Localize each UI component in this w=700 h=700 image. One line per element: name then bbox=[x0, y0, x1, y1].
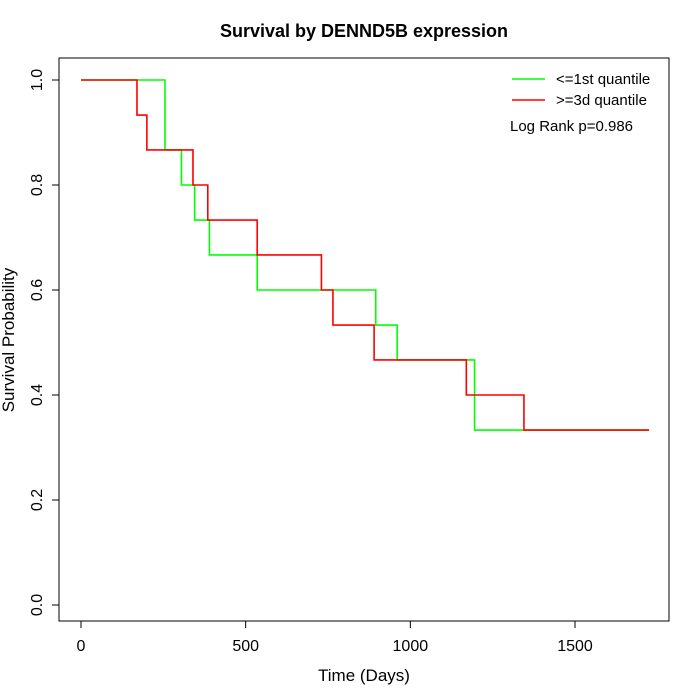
y-tick-label: 0.4 bbox=[29, 384, 46, 406]
chart-title: Survival by DENND5B expression bbox=[220, 21, 508, 41]
series-layer bbox=[81, 79, 650, 431]
x-axis: 0 500 1000 1500 bbox=[77, 620, 593, 655]
x-tick-label: 1500 bbox=[557, 638, 593, 655]
plot-frame bbox=[58, 57, 670, 622]
y-axis-label: Survival Probability bbox=[0, 267, 18, 412]
series-high-quantile-line bbox=[81, 79, 650, 431]
x-tick-label: 500 bbox=[232, 638, 259, 655]
legend-label-high: >=3d quantile bbox=[556, 92, 647, 109]
x-tick-label: 1000 bbox=[393, 638, 429, 655]
y-tick-label: 0.2 bbox=[29, 489, 46, 511]
y-tick-label: 0.8 bbox=[29, 174, 46, 196]
y-tick-label: 0.6 bbox=[29, 279, 46, 301]
y-tick-label: 0.0 bbox=[29, 594, 46, 616]
legend-label-low: <=1st quantile bbox=[556, 71, 650, 88]
legend: <=1st quantile >=3d quantile bbox=[512, 71, 650, 109]
y-tick-label: 1.0 bbox=[29, 69, 46, 91]
log-rank-annotation: Log Rank p=0.986 bbox=[510, 118, 633, 135]
x-axis-label: Time (Days) bbox=[318, 666, 410, 685]
x-tick-label: 0 bbox=[77, 638, 86, 655]
y-axis: 0.0 0.2 0.4 0.6 0.8 1.0 bbox=[29, 69, 60, 616]
